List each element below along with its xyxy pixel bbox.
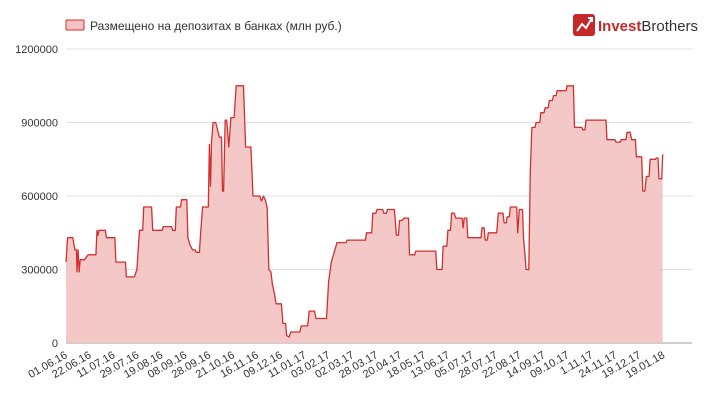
y-tick-label: 300000 [21,265,58,277]
x-axis: 01.06.1622.06.1611.07.1629.07.1619.08.16… [26,349,667,381]
y-tick-label: 1200000 [15,44,58,56]
logo: InvestBrothers [573,14,698,36]
legend-label[interactable]: Размещено на депозитах в банках (млн руб… [90,19,342,33]
y-axis: 0 300000 600000 900000 1200000 [15,44,58,350]
legend-swatch[interactable] [65,19,85,31]
legend[interactable]: Размещено на депозитах в банках (млн руб… [65,19,342,33]
chart-arrow-icon [573,14,595,36]
y-tick-label: 0 [52,338,58,350]
series-layer [65,85,664,344]
series-line[interactable] [65,85,664,338]
y-tick-label: 900000 [21,118,58,130]
y-tick-label: 600000 [21,191,58,203]
logo-invest: Invest [598,18,641,35]
logo-text: InvestBrothers [598,18,698,35]
series-area [66,85,663,344]
logo-brothers: Brothers [641,18,698,35]
